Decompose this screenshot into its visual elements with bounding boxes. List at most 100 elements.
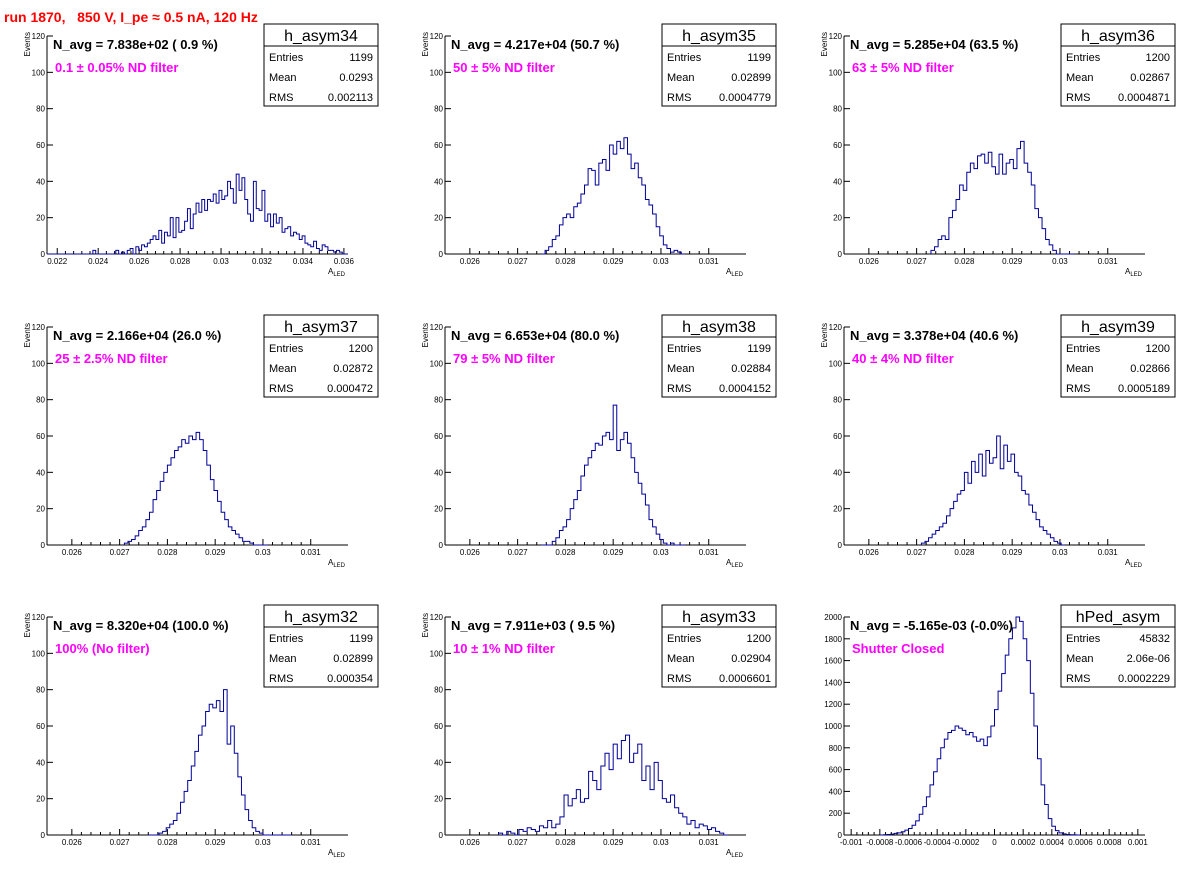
y-tick-label: 80 — [434, 686, 443, 695]
navg-label: N_avg = 4.217e+04 (50.7 %) — [451, 37, 619, 52]
navg-label: N_avg = 2.166e+04 (26.0 %) — [53, 328, 221, 343]
stats-mean-value: 0.02899 — [731, 72, 771, 84]
filter-label: 0.1 ± 0.05% ND filter — [55, 60, 178, 75]
histogram-name: hPed_asym — [1076, 609, 1161, 626]
y-axis-title: Events — [820, 323, 829, 347]
stats-rms-label: RMS — [667, 673, 691, 685]
y-tick-label: 20 — [434, 795, 443, 804]
x-tick-label: 0.027 — [110, 548, 131, 557]
x-tick-label: 0.036 — [334, 257, 355, 266]
stats-entries-value: 45832 — [1139, 633, 1170, 645]
x-tick-label: 0.027 — [110, 838, 131, 847]
y-tick-label: 40 — [434, 468, 443, 477]
stats-entries-label: Entries — [667, 343, 702, 355]
x-tick-label: 0.031 — [301, 548, 322, 557]
histogram-name: h_asym38 — [682, 319, 756, 336]
stats-box-frame — [1060, 314, 1176, 398]
x-tick-label: 0.03 — [255, 548, 271, 557]
histogram-panel-h_asym36: 0 20 40 60 80 100 120 0.026 0.027 0.028 0.029 0.03 0… — [820, 23, 1176, 278]
y-tick-label: 20 — [434, 214, 443, 223]
stats-rms-value: 0.0002229 — [1118, 673, 1170, 685]
stats-rms-label: RMS — [667, 383, 691, 395]
x-tick-label: 0.029 — [1002, 257, 1023, 266]
x-tick-label: 0.03 — [1052, 257, 1068, 266]
x-tick-label: 0.0008 — [1097, 838, 1122, 847]
x-tick-label: 0.026 — [460, 548, 481, 557]
stats-entries-value: 1200 — [1146, 343, 1170, 355]
navg-label: N_avg = 8.320e+04 (100.0 %) — [53, 618, 229, 633]
y-tick-label: 20 — [36, 214, 45, 223]
x-axis-title: ALED — [1125, 267, 1143, 278]
x-tick-label: -0.0004 — [924, 838, 952, 847]
x-tick-label: 0.028 — [157, 838, 178, 847]
y-tick-label: 800 — [829, 744, 843, 753]
histogram-line — [148, 689, 292, 836]
stats-box: h_asym38 Entries 1199 Mean 0.02884 RMS 0.00041… — [661, 314, 777, 398]
stats-mean-value: 0.02867 — [1130, 72, 1170, 84]
x-tick-label: 0.031 — [699, 257, 720, 266]
filter-label: 40 ± 4% ND filter — [852, 351, 954, 366]
x-tick-label: 0.031 — [699, 838, 720, 847]
y-tick-label: 40 — [833, 177, 842, 186]
histogram-name: h_asym36 — [1081, 28, 1155, 45]
stats-box: h_asym39 Entries 1200 Mean 0.02866 RMS 0.00051… — [1060, 314, 1176, 398]
x-tick-label: 0.028 — [954, 548, 975, 557]
stats-mean-label: Mean — [1066, 363, 1094, 375]
histogram-name: h_asym32 — [284, 609, 358, 626]
histogram-name: h_asym39 — [1081, 319, 1155, 336]
y-tick-label: 100 — [32, 359, 46, 368]
filter-label: 50 ± 5% ND filter — [453, 60, 555, 75]
x-axis-title-subscript: LED — [1130, 272, 1142, 278]
stats-entries-label: Entries — [269, 633, 304, 645]
y-tick-label: 0 — [41, 831, 46, 840]
x-axis-title: ALED — [726, 848, 744, 859]
stats-entries-value: 1199 — [349, 52, 373, 64]
histogram-panel-h_asym35: 0 20 40 60 80 100 120 0.026 0.027 0.028 0.029 0.03 0… — [421, 23, 777, 278]
stats-rms-label: RMS — [1066, 383, 1090, 395]
stats-mean-value: 0.02904 — [731, 653, 771, 665]
y-tick-label: 80 — [36, 105, 45, 114]
y-tick-label: 1600 — [824, 657, 842, 666]
y-tick-label: 600 — [829, 766, 843, 775]
stats-mean-label: Mean — [1066, 653, 1094, 665]
y-tick-label: 80 — [434, 396, 443, 405]
stats-rms-value: 0.000472 — [327, 383, 373, 395]
histogram-panel-h_asym39: 0 20 40 60 80 100 120 0.026 0.027 0.028 0.029 0.03 0… — [820, 314, 1176, 569]
y-tick-label: 60 — [833, 432, 842, 441]
histogram-line — [541, 137, 685, 255]
y-tick-label: 20 — [833, 505, 842, 514]
x-tick-label: 0.029 — [1002, 548, 1023, 557]
stats-rms-value: 0.002113 — [328, 92, 373, 104]
x-tick-label: 0.027 — [508, 257, 529, 266]
stats-entries-value: 1199 — [747, 52, 771, 64]
filter-label: 10 ± 1% ND filter — [453, 641, 555, 656]
x-axis-title-subscript: LED — [731, 853, 743, 859]
y-tick-label: 0 — [838, 250, 843, 259]
y-tick-label: 60 — [833, 141, 842, 150]
histogram-line — [541, 404, 685, 546]
y-tick-label: 120 — [32, 32, 46, 41]
y-tick-label: 120 — [32, 323, 46, 332]
stats-rms-label: RMS — [269, 673, 293, 685]
stats-entries-label: Entries — [1066, 633, 1101, 645]
y-tick-label: 40 — [434, 758, 443, 767]
stats-entries-value: 1199 — [747, 343, 771, 355]
histogram-panel-h_asym38: 0 20 40 60 80 100 120 0.026 0.027 0.028 0.029 0.03 0… — [421, 314, 777, 569]
y-tick-label: 1800 — [824, 635, 842, 644]
x-tick-label: 0.031 — [699, 548, 720, 557]
stats-mean-label: Mean — [269, 653, 297, 665]
histogram-line — [47, 173, 348, 255]
y-tick-label: 40 — [36, 177, 45, 186]
y-tick-label: 100 — [829, 68, 843, 77]
stats-rms-value: 0.0006601 — [719, 673, 771, 685]
filter-label: 25 ± 2.5% ND filter — [55, 351, 168, 366]
x-tick-label: 0.022 — [47, 257, 68, 266]
stats-rms-value: 0.0004779 — [719, 92, 771, 104]
y-tick-label: 0 — [439, 831, 444, 840]
histogram-line — [498, 734, 728, 836]
x-tick-label: 0.027 — [508, 548, 529, 557]
x-tick-label: 0.03 — [1052, 548, 1068, 557]
histogram-panel-h_asym33: 0 20 40 60 80 100 120 0.026 0.027 0.028 0.029 0.03 0… — [421, 604, 777, 859]
stats-entries-value: 1200 — [1146, 52, 1170, 64]
y-tick-label: 100 — [430, 649, 444, 658]
